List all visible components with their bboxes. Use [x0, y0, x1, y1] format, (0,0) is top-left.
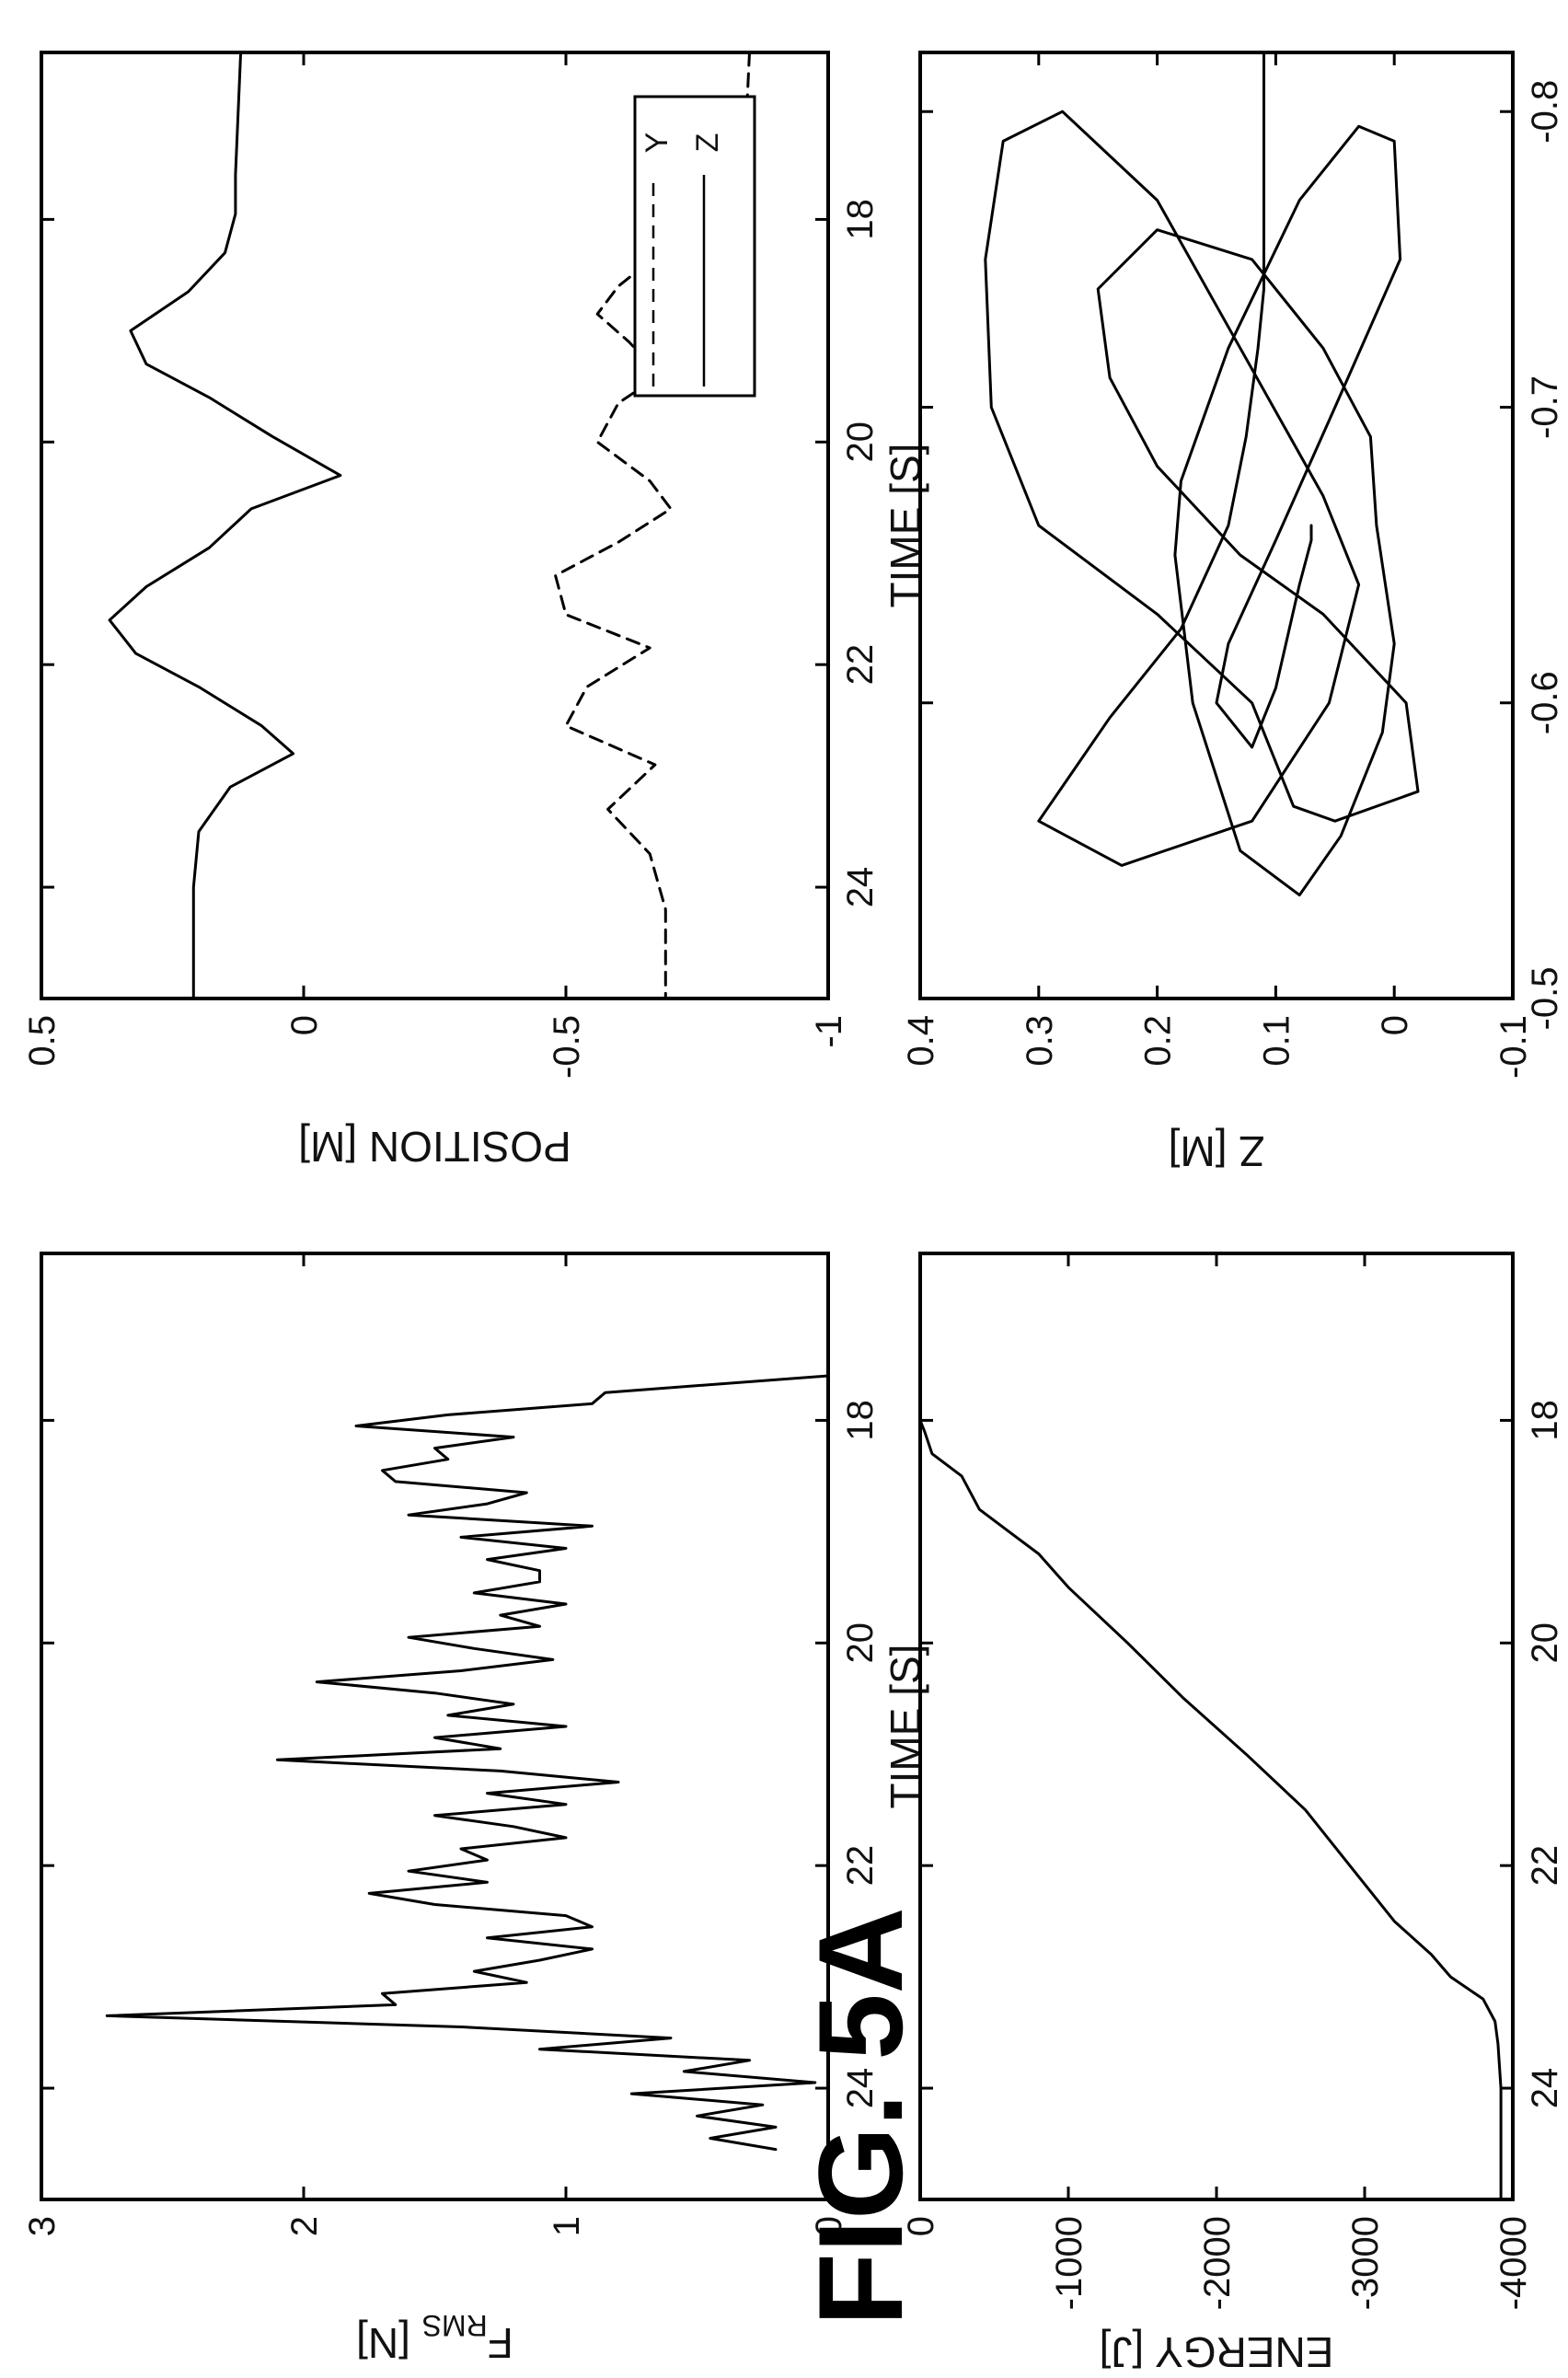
- tick-labels: 18 20 22 24 0.5 0 -0.5 -1: [22, 199, 881, 1079]
- tick-labels: 18 20 22 24 3 2 1 0: [22, 1400, 881, 2236]
- y-tick-label: 0.5: [22, 1015, 63, 1067]
- y-tick-label: 0: [284, 1015, 325, 1035]
- y-tick-label: 0: [901, 2216, 941, 2236]
- legend-label-z: Z: [690, 133, 725, 153]
- tick-labels: 18 20 22 24 0 -1000 -2000 -3000 -4000: [901, 1400, 1565, 2310]
- x-tick-label: 24: [1525, 2068, 1565, 2109]
- y-tick-label: 2: [284, 2216, 325, 2236]
- y-tick-label: 0.3: [1020, 1015, 1060, 1067]
- x-tick-label: 18: [1525, 1400, 1565, 1441]
- y-tick-label: 0.2: [1138, 1015, 1179, 1067]
- y-tick-label: -0.1: [1493, 1015, 1534, 1079]
- series-lines: [108, 51, 751, 1000]
- y-tick-label: 0.4: [901, 1015, 941, 1067]
- y-tick-label: 3: [22, 2216, 63, 2236]
- figure-label: FIG. 5A: [793, 1907, 928, 2326]
- y-tick-label: -1: [809, 1015, 849, 1048]
- x-axis-label: TIME [S]: [1566, 1645, 1568, 1809]
- y-axis-label: Z [M]: [1169, 1127, 1265, 1175]
- tick-marks: [918, 52, 1515, 1000]
- x-tick-label: 20: [840, 421, 881, 463]
- phase-panel: -0.8 -0.7 -0.6 -0.5 0.4 0.3 0.2 0.1 0 -0.1 Y [M] Z …: [901, 51, 1568, 1175]
- series-line-y: [554, 51, 751, 1000]
- y-axis-label: POSITION [M]: [298, 1123, 571, 1171]
- legend-label-y: Y: [640, 133, 674, 154]
- y-axis-label: FRMS [N]: [356, 2309, 513, 2367]
- tick-labels: -0.8 -0.7 -0.6 -0.5 0.4 0.3 0.2 0.1 0 -0.1: [901, 80, 1565, 1079]
- x-tick-label: -0.6: [1525, 671, 1565, 734]
- series-line: [105, 1374, 830, 2152]
- legend: Y Z: [633, 95, 756, 398]
- x-tick-label: 18: [840, 199, 881, 239]
- tick-marks: [918, 1253, 1515, 2199]
- series-line: [984, 51, 1420, 897]
- x-axis-label: TIME [S]: [882, 444, 929, 608]
- y-tick-label: 1: [547, 2216, 587, 2236]
- frms-panel: 18 20 22 24 3 2 1 0 TIME [S] FRMS [N]: [22, 1252, 929, 2367]
- x-tick-label: 18: [840, 1400, 881, 1441]
- series-lines: [984, 51, 1420, 897]
- series-lines: [105, 1374, 830, 2152]
- x-tick-label: -0.8: [1525, 80, 1565, 144]
- plot-frame: [918, 51, 1515, 1000]
- y-axis-label-unit: [N]: [356, 2319, 422, 2367]
- x-axis-label: Y [M]: [1566, 477, 1568, 575]
- legend-box: [633, 95, 756, 398]
- x-axis-label: TIME [S]: [882, 1645, 929, 1809]
- tick-marks: [40, 52, 830, 999]
- y-axis-label-subscript: RMS: [422, 2309, 488, 2342]
- series-line-z: [108, 51, 342, 1000]
- y-tick-label: -1000: [1049, 2216, 1090, 2310]
- y-tick-label: -0.5: [547, 1015, 587, 1079]
- x-tick-label: 24: [840, 867, 881, 908]
- y-tick-label: -4000: [1493, 2216, 1534, 2310]
- y-tick-label: -2000: [1197, 2216, 1238, 2310]
- x-tick-label: 22: [1525, 1845, 1565, 1887]
- series-lines: [918, 1418, 1503, 2201]
- position-panel: 18 20 22 24 0.5 0 -0.5 -1 Y Z TIME [S] POSITION…: [22, 51, 929, 1171]
- y-axis-label: ENERGY [J]: [1100, 2328, 1334, 2376]
- x-tick-label: 20: [840, 1622, 881, 1664]
- tick-marks: [40, 1253, 830, 2199]
- plot-frame: [40, 1252, 830, 2201]
- plot-frame: [40, 51, 830, 1000]
- x-tick-label: 22: [840, 1845, 881, 1887]
- series-line: [918, 1418, 1503, 2201]
- x-tick-label: -0.5: [1525, 967, 1565, 1031]
- energy-panel: 18 20 22 24 0 -1000 -2000 -3000 -4000 TIME [S] ENE…: [901, 1252, 1568, 2376]
- x-tick-label: -0.7: [1525, 375, 1565, 439]
- y-tick-label: 0.1: [1256, 1015, 1297, 1067]
- y-axis-label-main: F: [488, 2319, 513, 2367]
- y-tick-label: 0: [809, 2216, 849, 2236]
- y-tick-label: -3000: [1345, 2216, 1386, 2310]
- x-tick-label: 22: [840, 644, 881, 686]
- x-tick-label: 24: [840, 2068, 881, 2109]
- y-tick-label: 0: [1375, 1015, 1415, 1035]
- x-tick-label: 20: [1525, 1622, 1565, 1664]
